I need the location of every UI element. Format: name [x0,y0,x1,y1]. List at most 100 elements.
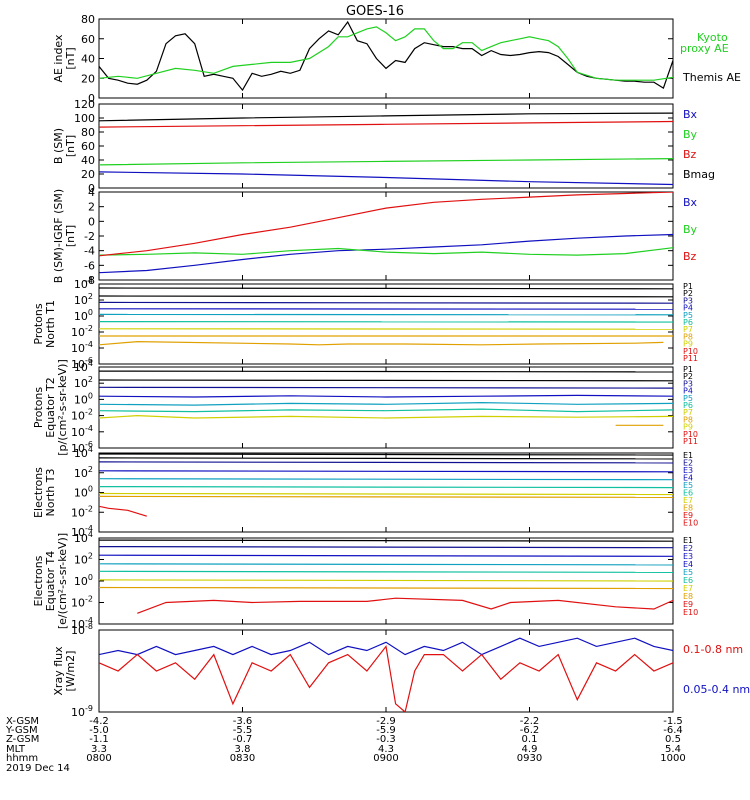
legend-label: P9 [683,423,693,432]
footer-value: 1000 [660,753,685,764]
series-line-e6 [99,486,673,489]
footer-value: 0.5 [665,734,681,745]
series-line-e8 [99,495,673,498]
legend-label: P7 [683,408,693,417]
legend-label: Themis AE [682,71,741,84]
y-axis-unit: [nT] [64,135,77,157]
footer-row-label: MLT [6,744,26,755]
series-group [99,370,673,426]
series-line-e1 [99,539,673,542]
legend-label: E2 [683,544,693,553]
y-tick-label: 80 [81,126,95,139]
legend-label: E9 [683,511,693,520]
y-axis-label-2: Equator T2 [44,377,57,437]
legend-label: P10 [683,347,698,356]
y-tick-label: 2 [88,201,95,214]
series-line-kyoto-proxy-ae [99,26,673,81]
footer-value: -5.5 [233,725,253,736]
footer-value: 4.9 [522,744,538,755]
y-tick-label: 40 [81,154,95,167]
series-line-e7 [99,492,673,496]
y-axis-unit: [nT] [64,225,77,247]
y-axis-label: Electrons [32,555,45,606]
y-tick-label: 60 [81,33,95,46]
y-tick-label: 10-2 [71,324,93,339]
y-tick-label: -6 [84,259,95,272]
legend-label: E4 [683,560,693,569]
panel-xray: 10-8 10-9 Xray flux [W/m2] 0.1-0.8 nm 0.05-0.… [52,622,750,719]
y-axis-label: Protons [32,387,45,428]
y-tick-label: 0 [88,92,95,105]
legend-label: P4 [683,387,693,396]
y-axis-label: B (SM)-IGRF (SM) [52,189,65,283]
y-axis-label: Electrons [32,467,45,518]
series-line-bz [99,192,673,257]
legend-label: P11 [683,437,698,446]
y-tick-label: 100 [74,112,95,125]
y-tick-label: 0 [88,215,95,228]
series-line-e1 [99,453,673,456]
y-tick-label: 60 [81,140,95,153]
series-line-e3 [99,461,673,464]
series-line-bz [99,120,673,128]
legend-label: P3 [683,296,693,305]
series-line-p4 [99,394,673,398]
legend-label: P6 [683,318,693,327]
legend-label: P4 [683,304,693,313]
footer-row-label: X-GSM [6,716,39,727]
panel-et4: 104 102 100 10-2 10-4 Electrons Equator T4 [e/(… [32,530,698,631]
y-tick-label: 10-6 [71,440,93,455]
footer-value: -5.9 [376,725,396,736]
y-tick-label: 10-4 [71,524,93,539]
y-tick-label: 10-2 [71,504,93,519]
series-group [99,112,673,186]
legend-label: 0.1-0.8 nm [683,643,743,656]
series-line-e7 [99,586,673,590]
panel-et3: 104 102 100 10-2 10-4 Electrons North T3 E1E2E3… [32,445,698,539]
legend-label: E5 [683,568,693,577]
legend-label: By [683,128,698,141]
legend-label: By [683,223,698,236]
footer-value: 3.3 [91,744,107,755]
y-tick-label: 100 [74,573,93,588]
y-tick-label: 104 [74,445,93,460]
series-group [99,287,673,346]
series-line-e2 [99,545,673,549]
y-tick-label: 0 [88,182,95,195]
legend-label: E5 [683,481,693,490]
panel-frame [98,366,674,449]
footer-row-label: 2019 Dec 14 [6,763,70,774]
series-line-p3 [99,301,673,304]
y-tick-label: 102 [74,375,93,390]
y-tick-label: -2 [84,230,95,243]
footer-row-label: Y-GSM [5,725,38,736]
legend-label: P8 [683,332,693,341]
y-tick-label: 102 [74,292,93,307]
legend-label: E8 [683,504,693,513]
series-line-p3 [99,386,673,389]
y-tick-label: 102 [74,552,93,567]
y-tick-label: 10-9 [71,704,93,719]
series-line-0-1-0-8-nm [99,644,673,712]
y-tick-label: 10-4 [71,616,93,631]
y-tick-label: 20 [81,168,95,181]
y-tick-label: 20 [81,72,95,85]
legend-label: P7 [683,325,693,334]
footer-value: -2.2 [520,716,540,727]
legend-label: proxy AE [680,42,729,55]
series-line-p9 [99,340,664,346]
legend-label: E2 [683,459,693,468]
footer-value: -5.0 [89,725,109,736]
y-tick-label: 10-2 [71,595,93,610]
panel-frame [98,18,674,99]
legend-label: P2 [683,289,693,298]
footer-value: -2.9 [376,716,396,727]
y-axis-label: Xray flux [52,646,65,696]
y-tick-label: 10-4 [71,424,93,439]
y-tick-label: 10-4 [71,340,93,355]
footer-value: -1.1 [89,734,109,745]
